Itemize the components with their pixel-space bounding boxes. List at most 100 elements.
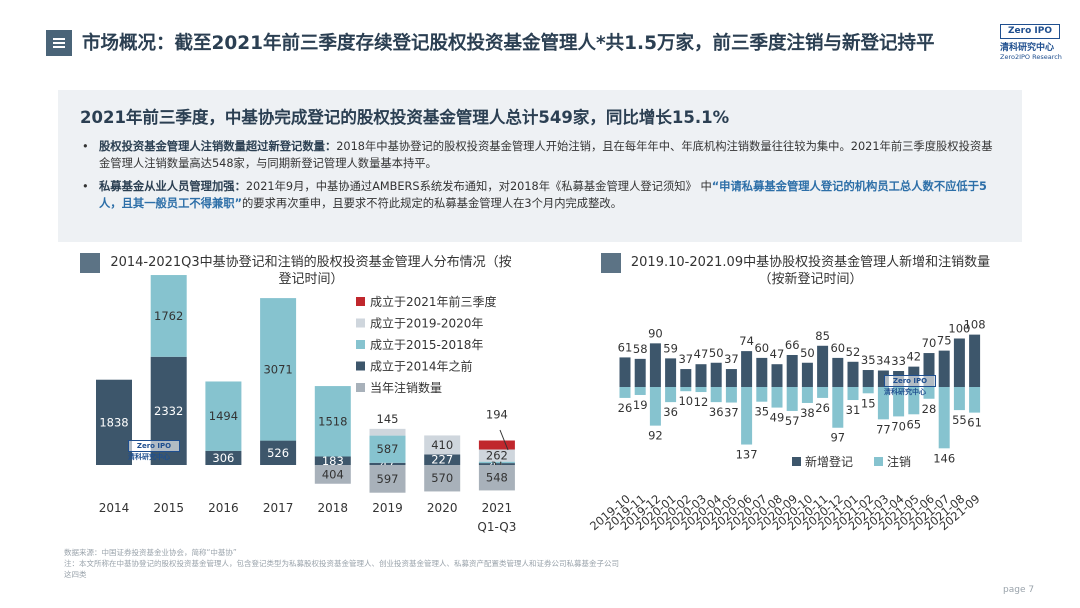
cancel-bar-4 — [680, 387, 692, 392]
new-bar-5 — [695, 364, 707, 387]
cancel-label-17: 77 — [876, 422, 891, 436]
new-bar-0 — [619, 357, 631, 387]
new-bar-7 — [725, 369, 737, 387]
x-tick-4-0: 2018 — [318, 501, 349, 515]
neg-bar-label-7: 548 — [486, 471, 508, 485]
bar-2-5 — [369, 428, 406, 436]
bar-0-3 — [260, 440, 297, 465]
cancel-label-18: 70 — [891, 419, 906, 433]
new-bar-20 — [923, 353, 935, 387]
new-bar-16 — [862, 370, 874, 387]
new-label-20: 70 — [922, 336, 937, 350]
leader-line-2021 — [499, 429, 509, 451]
x-tick-7-1: Q1-Q3 — [477, 520, 516, 534]
x-tick-7-0: 2021 — [482, 501, 513, 515]
cancel-label-9: 35 — [754, 405, 769, 419]
new-bar-9 — [756, 357, 768, 387]
bar-label-2-5: 145 — [377, 412, 399, 426]
legend-swatch-4 — [356, 383, 365, 392]
right-chart-title: 2019.10-2021.09中基协股权投资基金管理人新增和注销数量（按新登记时… — [630, 255, 991, 287]
new-label-4: 37 — [678, 352, 693, 366]
legend-label-0: 成立于2021年前三季度 — [370, 294, 497, 309]
cancel-bar-16 — [862, 387, 874, 394]
bullet-2-text-end: 的要求再次重申，且要求不符此规定的私募基金管理人在3个月内完成整改。 — [242, 196, 622, 210]
legend-label-1: 成立于2019-2020年 — [370, 316, 483, 331]
new-label-23: 108 — [964, 318, 986, 332]
cancel-bar-3 — [665, 387, 677, 403]
bullet-1: • 股权投资基金管理人注销数量超过新登记数量：2018年中基协登记的股权投资基金… — [82, 140, 993, 170]
new-label-15: 52 — [846, 345, 861, 359]
cancel-label-15: 31 — [846, 403, 861, 417]
new-label-9: 60 — [754, 341, 769, 355]
cancel-bar-6 — [710, 387, 722, 403]
cancel-label-13: 26 — [815, 401, 830, 415]
new-bar-23 — [969, 334, 981, 387]
summary-panel — [58, 90, 1022, 242]
neg-bar-label-5: 597 — [377, 472, 399, 486]
cancel-bar-19 — [908, 387, 920, 415]
legend-swatch-2 — [356, 340, 365, 349]
new-label-8: 74 — [739, 334, 754, 348]
new-bar-13 — [817, 345, 829, 387]
cancel-label-2: 92 — [648, 429, 663, 443]
bar-label-0-1: 2332 — [154, 404, 183, 418]
cancel-bar-9 — [756, 387, 768, 402]
legend-label-r-0: 新增登记 — [805, 454, 853, 469]
cancel-label-7: 37 — [724, 406, 739, 420]
legend-label-r-1: 注销 — [887, 454, 911, 469]
legend-label-2: 成立于2015-2018年 — [370, 337, 483, 352]
cancel-label-6: 36 — [709, 405, 724, 419]
bar-label-2-6: 410 — [431, 438, 453, 452]
bar-label-1-2: 1494 — [209, 409, 238, 423]
cancel-bar-11 — [786, 387, 798, 411]
cancel-label-0: 26 — [618, 401, 633, 415]
bar-label-1-5: 587 — [377, 442, 399, 456]
bar-0-0 — [96, 379, 132, 465]
new-bar-22 — [953, 338, 965, 387]
cancel-bar-13 — [817, 387, 829, 398]
new-label-1: 58 — [633, 342, 648, 356]
bullet-2-highlight: “申请私募基金管理人登记的机构员工总人数不应低于5人，且其一般员工不得兼职” — [99, 180, 987, 210]
bar-2-6 — [424, 435, 461, 455]
bar-label-1-3: 3071 — [263, 362, 292, 376]
cancel-label-14: 97 — [830, 431, 845, 445]
neg-bar-7 — [478, 465, 515, 491]
new-bar-12 — [801, 362, 813, 387]
bar-label-1-4: 1518 — [318, 414, 347, 428]
new-label-0: 61 — [618, 340, 633, 354]
x-tick-1-0: 2015 — [153, 501, 184, 515]
bar-label-0-4: 183 — [322, 454, 344, 468]
new-label-13: 85 — [815, 329, 830, 343]
new-label-19: 42 — [906, 350, 921, 364]
bar-0-2 — [205, 450, 242, 465]
bullet-1-bold: 股权投资基金管理人注销数量超过新登记数量： — [99, 140, 337, 153]
new-label-10: 47 — [770, 347, 785, 361]
cancel-label-8: 137 — [736, 448, 758, 462]
cancel-bar-8 — [741, 387, 753, 445]
cancel-bar-12 — [801, 387, 813, 403]
cancel-bar-1 — [634, 387, 646, 395]
cancel-bar-20 — [923, 387, 935, 399]
cancel-bar-0 — [619, 387, 631, 398]
bar-0-4 — [314, 456, 351, 465]
bullet-2-text: 2021年9月，中基协通过AMBERS系统发布通知，对2018年《私募基金管理人… — [245, 180, 712, 193]
summary-headline: 2021年前三季度，中基协完成登记的股权投资基金管理人总计549家，同比增长15… — [80, 108, 730, 127]
bar-label-0-3: 526 — [267, 446, 289, 460]
new-bar-1 — [634, 358, 646, 387]
cancel-bar-2 — [649, 387, 661, 426]
bar-0-5 — [369, 462, 406, 465]
cancel-bar-14 — [832, 387, 844, 428]
cancel-label-21: 146 — [933, 451, 955, 465]
x-tick-5-0: 2019 — [372, 501, 403, 515]
menu-icon[interactable] — [46, 30, 72, 56]
cancel-bar-21 — [938, 387, 950, 449]
new-bar-21 — [938, 350, 950, 387]
new-label-12: 50 — [800, 346, 815, 360]
bar-1-1 — [150, 275, 187, 357]
bar-0-7 — [478, 463, 515, 465]
cancel-bar-5 — [695, 387, 707, 393]
new-label-17: 34 — [876, 354, 891, 368]
cancel-bar-22 — [953, 387, 965, 411]
cancel-label-11: 57 — [785, 414, 800, 428]
x-tick-3-0: 2017 — [263, 501, 294, 515]
